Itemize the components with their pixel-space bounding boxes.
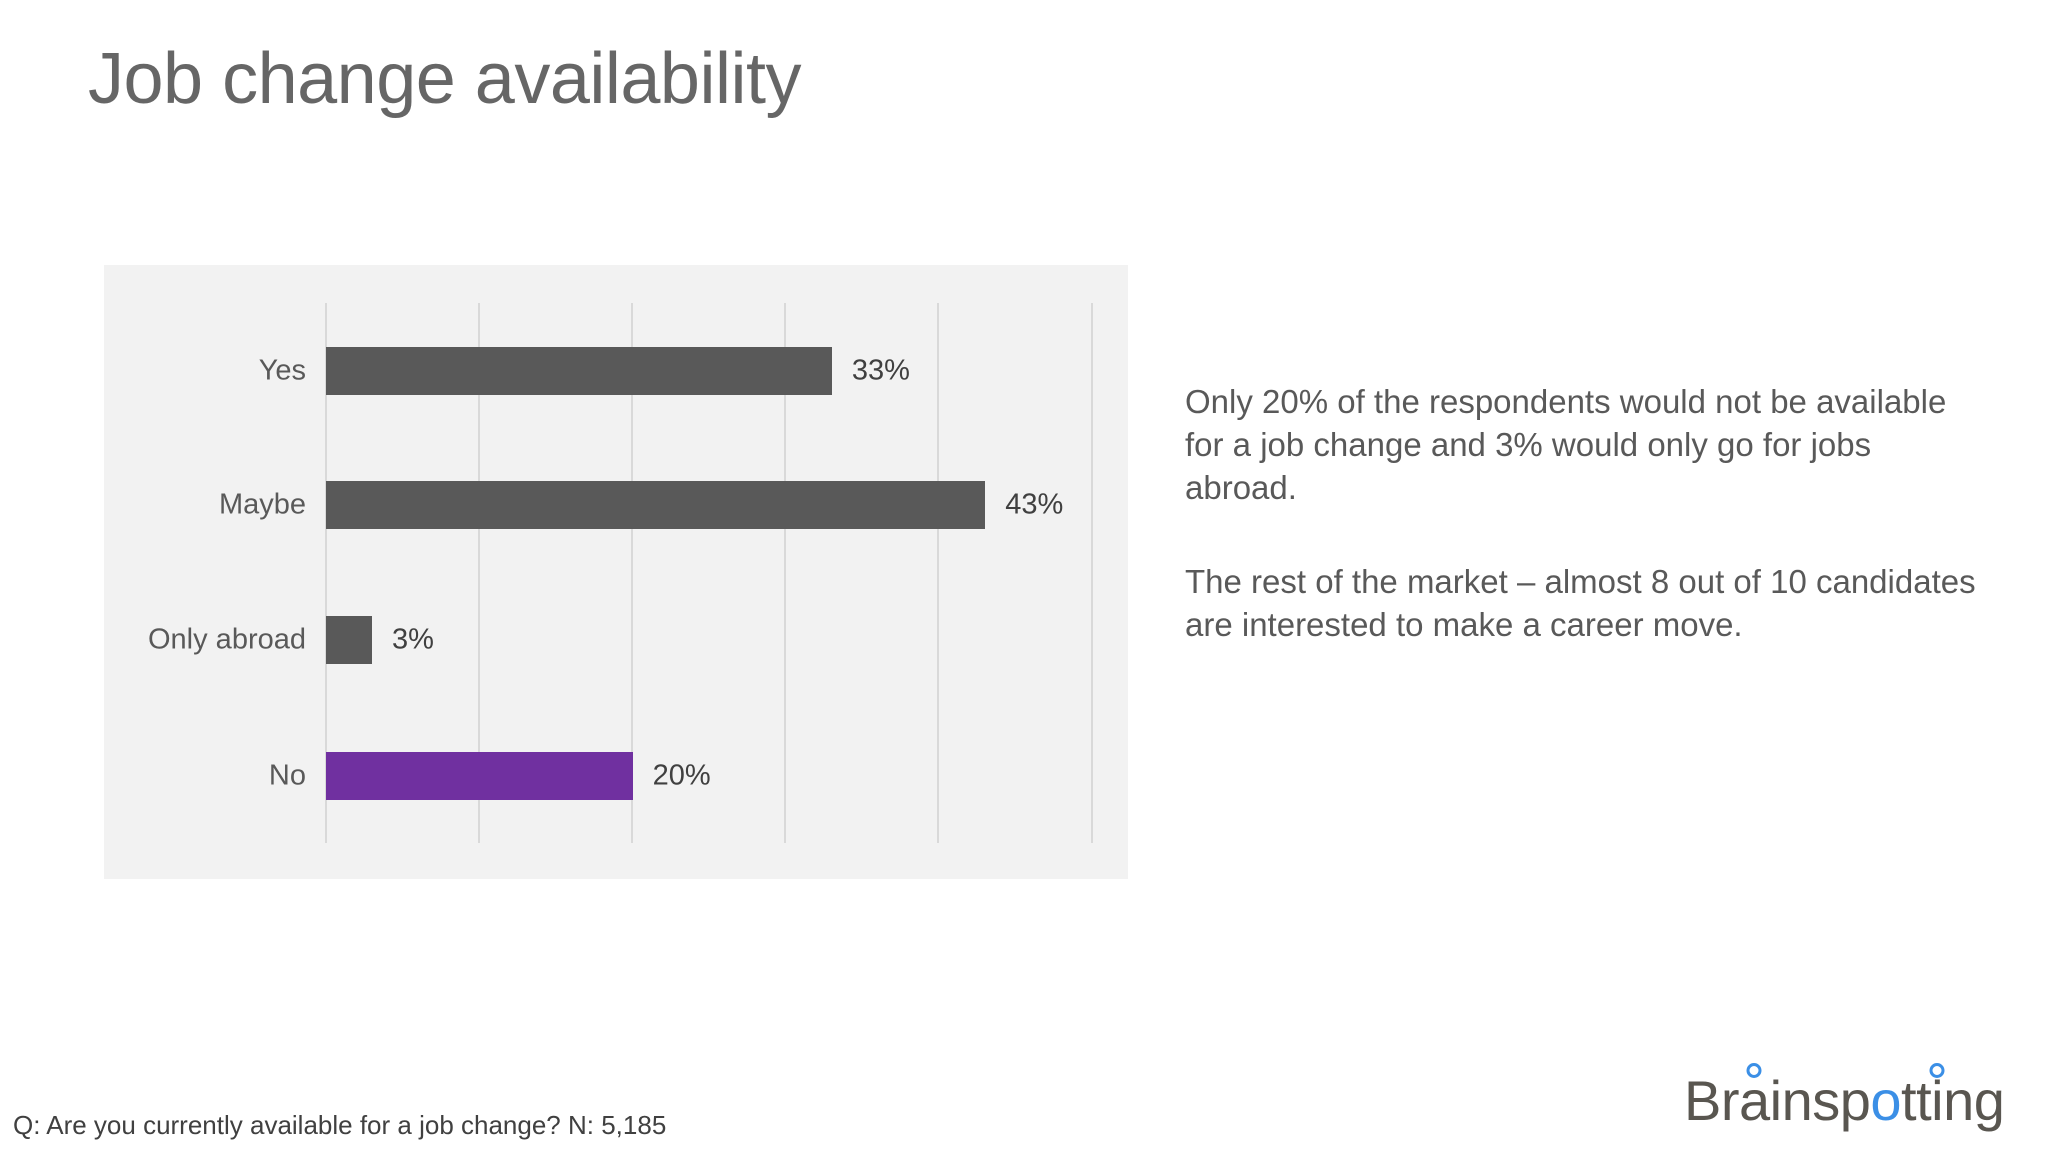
survey-question-footnote: Q: Are you currently available for a job… xyxy=(13,1110,667,1140)
value-label: 33% xyxy=(851,354,910,387)
category-label: No xyxy=(268,759,306,792)
category-label: Yes xyxy=(258,354,306,387)
bar-yes xyxy=(326,347,832,395)
bar-maybe xyxy=(326,481,986,529)
logo-text: Br xyxy=(1684,1069,1740,1132)
logo-dot-icon: a xyxy=(1739,1069,1770,1132)
category-label: Only abroad xyxy=(148,623,306,656)
logo-text: tt xyxy=(1901,1069,1932,1132)
category-label: Maybe xyxy=(218,488,306,521)
gridline-40 xyxy=(937,303,939,843)
insight-paragraph-1: Only 20% of the respondents would not be… xyxy=(1185,383,1947,506)
logo-accent-o: o xyxy=(1870,1069,1902,1132)
bar-only-abroad xyxy=(326,616,372,664)
bar-no xyxy=(326,752,633,800)
gridline-10 xyxy=(478,303,480,843)
logo-text: ng xyxy=(1943,1069,2005,1132)
insight-paragraph-2: The rest of the market – almost 8 out of… xyxy=(1185,563,1976,643)
logo-text: insp xyxy=(1769,1069,1871,1132)
gridline-30 xyxy=(784,303,786,843)
bar-chart: Yes 33% Maybe 43% Only abroad 3% No 20% xyxy=(104,265,1128,879)
brainspotting-logo: Brainspotting xyxy=(1684,1068,2005,1133)
gridline-0 xyxy=(325,303,327,843)
logo-dot-icon: i xyxy=(1931,1069,1944,1132)
value-label: 3% xyxy=(391,623,434,656)
value-label: 43% xyxy=(1005,488,1064,521)
gridline-20 xyxy=(631,303,633,843)
gridline-50 xyxy=(1091,303,1093,843)
value-label: 20% xyxy=(652,759,711,792)
slide-title: Job change availability xyxy=(88,39,801,119)
